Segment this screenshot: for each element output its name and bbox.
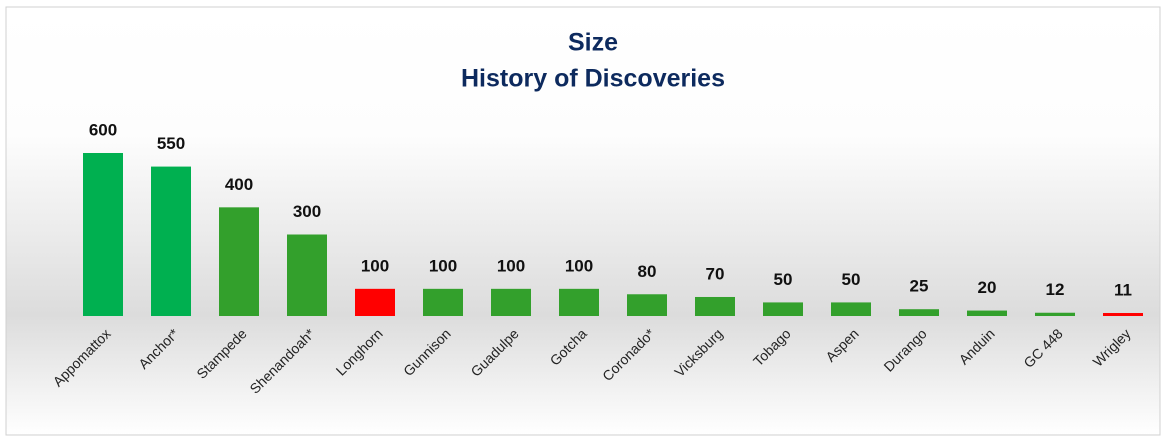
bar: [763, 302, 803, 316]
value-label: 50: [774, 270, 793, 289]
bar: [831, 302, 871, 316]
value-label: 50: [842, 270, 861, 289]
bar: [899, 309, 939, 316]
bar: [491, 288, 531, 316]
value-label: 100: [361, 256, 389, 275]
value-label: 12: [1046, 280, 1065, 299]
value-label: 11: [1114, 280, 1132, 299]
bar: [219, 207, 259, 316]
bar: [1035, 312, 1075, 316]
bar: [423, 288, 463, 316]
bar: [287, 234, 327, 316]
value-label: 400: [225, 175, 253, 194]
value-label: 70: [706, 264, 725, 283]
value-label: 100: [565, 256, 593, 275]
bar: [695, 296, 735, 316]
value-label: 80: [638, 262, 657, 281]
bar: [1103, 313, 1143, 316]
chart-title: Size: [568, 29, 618, 57]
chart-subtitle: History of Discoveries: [461, 65, 725, 93]
value-label: 600: [89, 120, 117, 139]
value-label: 100: [497, 256, 525, 275]
value-label: 300: [293, 202, 321, 221]
bar: [627, 294, 667, 316]
bar: [151, 166, 191, 316]
bar: [967, 310, 1007, 316]
value-label: 550: [157, 134, 185, 153]
value-label: 25: [910, 277, 929, 296]
value-label: 20: [978, 278, 997, 297]
bar: [559, 288, 599, 316]
bar: [83, 153, 123, 316]
bar: [355, 288, 395, 316]
value-label: 100: [429, 256, 457, 275]
chart-frame: [5, 6, 1161, 436]
